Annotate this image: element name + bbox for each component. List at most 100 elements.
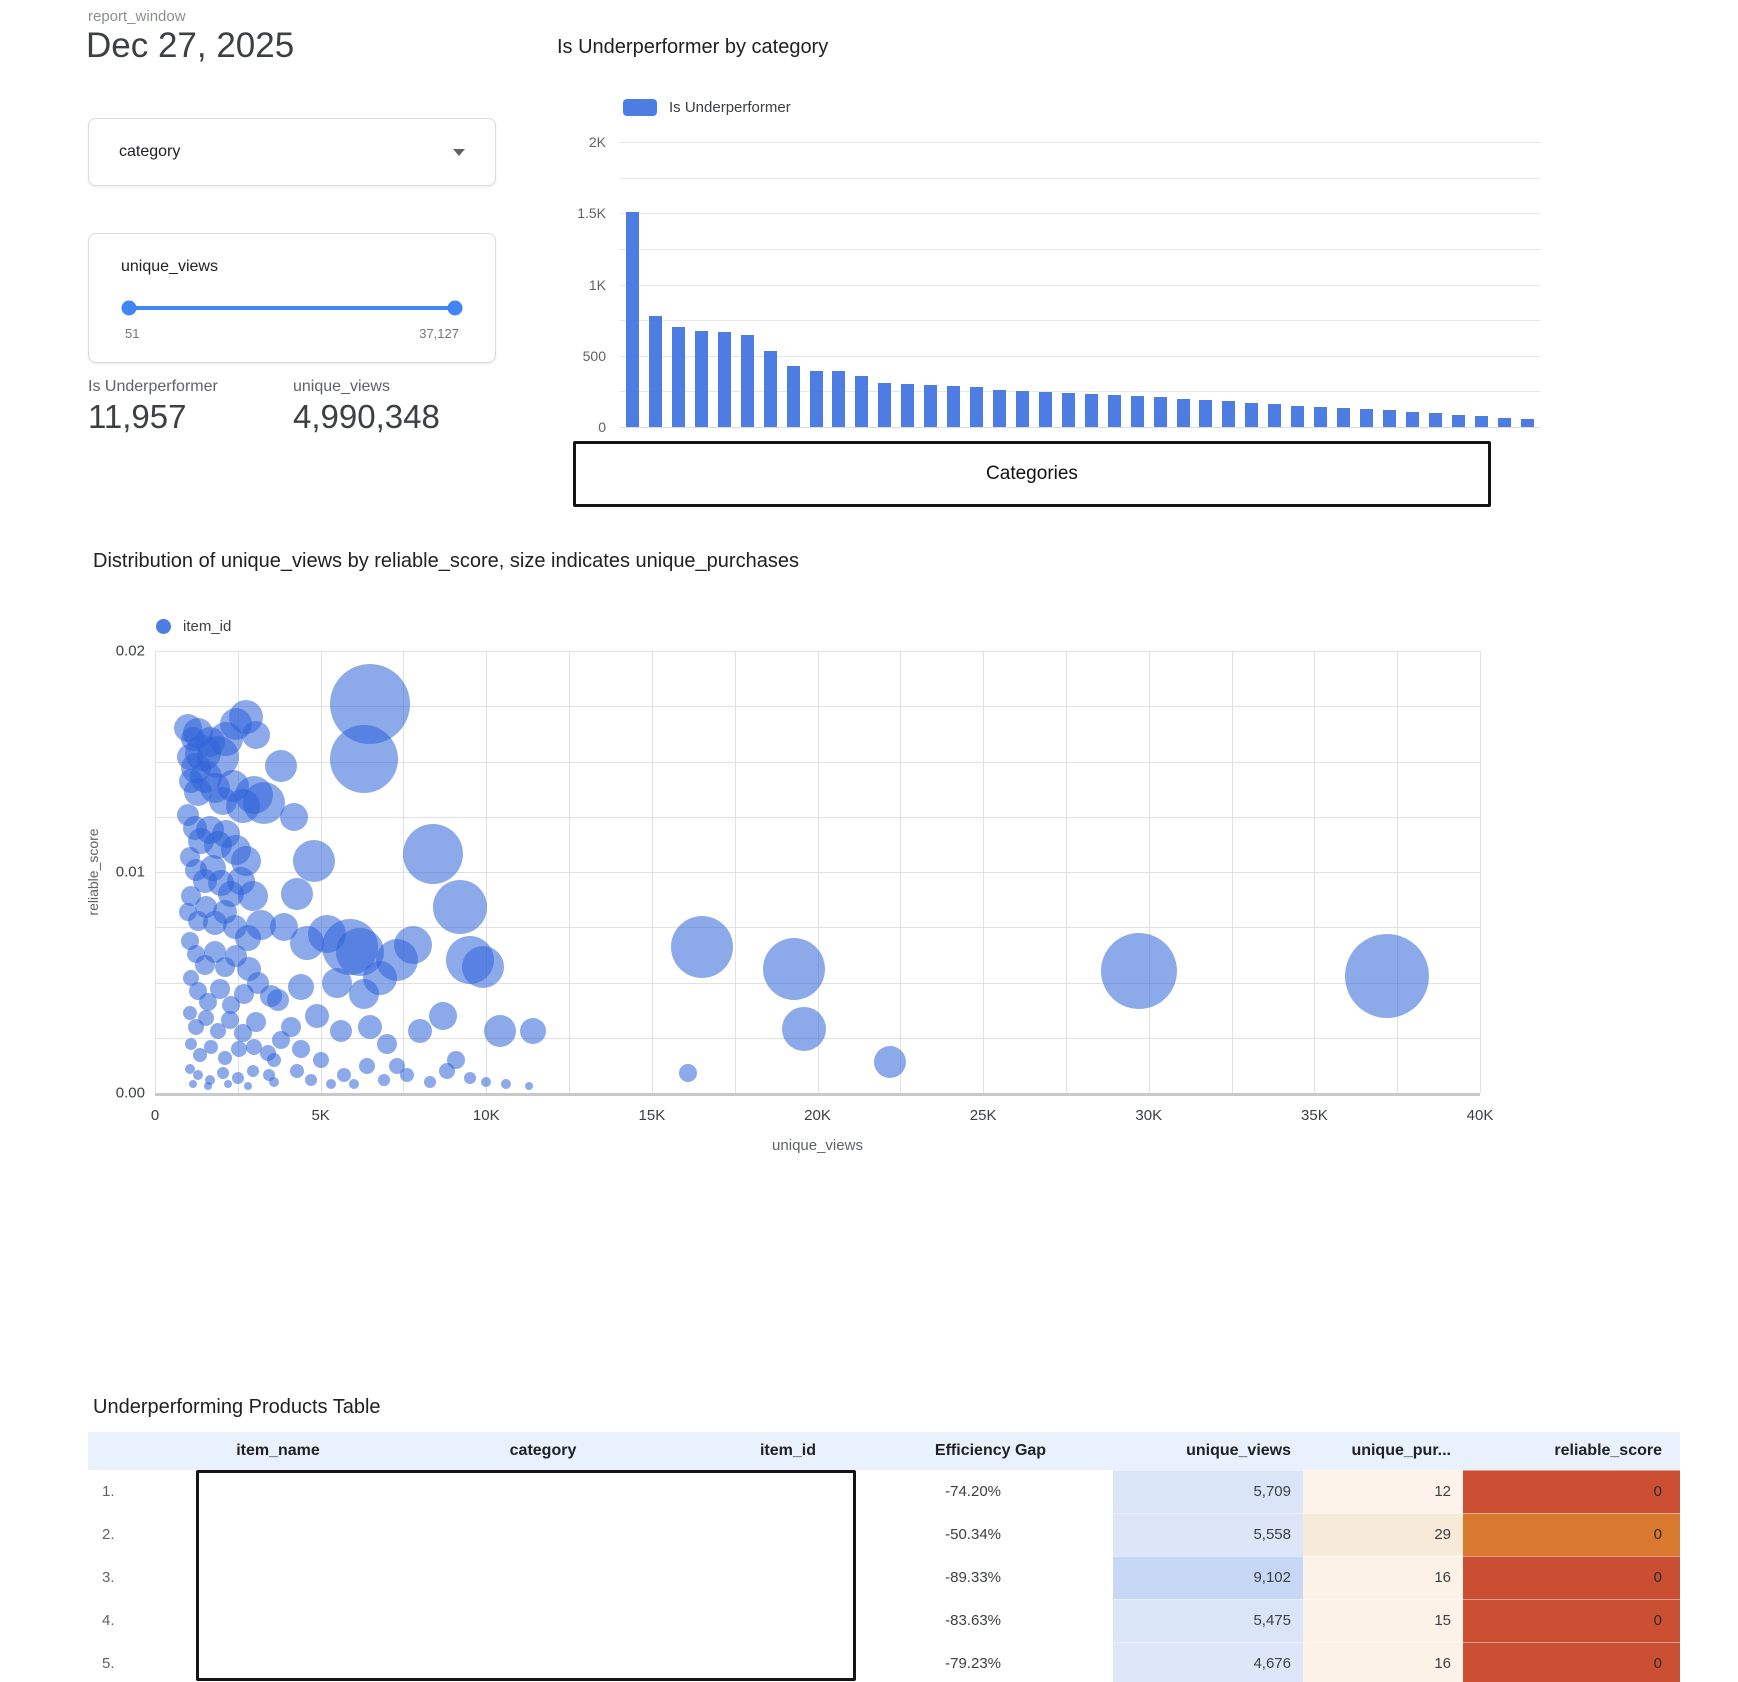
- scatter-bubble[interactable]: [394, 925, 433, 964]
- bar-23[interactable]: [1130, 395, 1144, 427]
- scatter-bubble[interactable]: [193, 1070, 204, 1081]
- scatter-bubble[interactable]: [204, 1039, 219, 1054]
- scatter-bubble[interactable]: [222, 995, 241, 1014]
- bar-35[interactable]: [1405, 411, 1419, 427]
- scatter-bubble[interactable]: [192, 1048, 207, 1063]
- bar-12[interactable]: [878, 382, 892, 427]
- scatter-bubble[interactable]: [329, 1020, 352, 1043]
- bar-7[interactable]: [763, 350, 777, 427]
- scatter-bubble[interactable]: [304, 1073, 317, 1086]
- bar-34[interactable]: [1382, 410, 1396, 427]
- slider-handle-min[interactable]: [121, 300, 137, 316]
- scatter-bubble[interactable]: [243, 1082, 252, 1091]
- bar-14[interactable]: [924, 384, 938, 427]
- bar-17[interactable]: [993, 389, 1006, 427]
- bar-20[interactable]: [1061, 392, 1075, 427]
- scatter-bubble[interactable]: [189, 1080, 198, 1089]
- scatter-bubble[interactable]: [293, 839, 335, 882]
- scatter-bubble[interactable]: [1100, 933, 1177, 1010]
- bar-40[interactable]: [1520, 418, 1534, 427]
- scatter-bubble[interactable]: [220, 1011, 239, 1030]
- bar-26[interactable]: [1199, 399, 1213, 427]
- scatter-bubble[interactable]: [199, 993, 217, 1012]
- scatter-bubble[interactable]: [782, 1006, 827, 1051]
- scatter-bubble[interactable]: [388, 1058, 405, 1075]
- bar-4[interactable]: [694, 330, 708, 427]
- bar-32[interactable]: [1337, 407, 1351, 427]
- scatter-bubble[interactable]: [185, 1038, 198, 1051]
- scatter-bubble[interactable]: [358, 1014, 383, 1039]
- scatter-bubble[interactable]: [233, 1024, 252, 1043]
- bar-11[interactable]: [855, 375, 869, 427]
- scatter-bubble[interactable]: [209, 979, 230, 1000]
- scatter-bubble[interactable]: [281, 878, 314, 911]
- scatter-bubble[interactable]: [198, 1009, 215, 1026]
- date-control-value[interactable]: Dec 27, 2025: [86, 26, 295, 65]
- bar-18[interactable]: [1015, 391, 1029, 427]
- table-header-efficiency-gap[interactable]: Efficiency Gap: [868, 1432, 1113, 1470]
- scatter-bubble[interactable]: [290, 1063, 305, 1078]
- scatter-bubble[interactable]: [1345, 933, 1430, 1018]
- scatter-bubble[interactable]: [481, 1076, 492, 1087]
- scatter-bubble[interactable]: [329, 725, 398, 794]
- bar-24[interactable]: [1153, 397, 1167, 427]
- table-header-category[interactable]: category: [378, 1432, 708, 1470]
- scatter-bubble[interactable]: [264, 749, 297, 782]
- scatter-bubble[interactable]: [246, 1038, 263, 1055]
- scatter-bubble[interactable]: [269, 1076, 280, 1087]
- scatter-bubble[interactable]: [305, 1003, 330, 1028]
- table-header-item-name[interactable]: item_name: [178, 1432, 378, 1470]
- bar-13[interactable]: [901, 384, 915, 427]
- scatter-bubble[interactable]: [231, 1040, 248, 1057]
- table-header-unique-purchases[interactable]: unique_pur...: [1303, 1432, 1463, 1470]
- bar-19[interactable]: [1038, 391, 1052, 427]
- scatter-bubble[interactable]: [423, 1075, 436, 1088]
- scatter-bubble[interactable]: [217, 1050, 232, 1065]
- scatter-bubble[interactable]: [376, 1034, 397, 1055]
- bar-9[interactable]: [809, 370, 823, 427]
- bar-16[interactable]: [970, 387, 984, 427]
- slider-track[interactable]: [121, 300, 463, 316]
- table-header-unique-views[interactable]: unique_views: [1113, 1432, 1303, 1470]
- scatter-bubble[interactable]: [679, 1064, 698, 1083]
- bar-10[interactable]: [832, 371, 846, 427]
- scatter-bubble[interactable]: [447, 1050, 466, 1069]
- scatter-bubble[interactable]: [271, 1030, 290, 1049]
- scatter-bubble[interactable]: [519, 1018, 546, 1045]
- scatter-bubble[interactable]: [336, 1068, 351, 1083]
- scatter-bubble[interactable]: [377, 1073, 390, 1086]
- scatter-bubble[interactable]: [204, 1074, 215, 1085]
- bar-22[interactable]: [1107, 394, 1121, 427]
- scatter-bubble[interactable]: [463, 1071, 476, 1084]
- scatter-bubble[interactable]: [242, 720, 271, 749]
- bar-5[interactable]: [717, 332, 731, 427]
- scatter-bubble[interactable]: [246, 910, 276, 941]
- scatter-bubble[interactable]: [223, 1080, 232, 1089]
- bar-31[interactable]: [1314, 406, 1328, 427]
- scatter-bubble[interactable]: [204, 1082, 212, 1091]
- scatter-bubble[interactable]: [429, 1001, 458, 1030]
- bar-3[interactable]: [671, 327, 685, 427]
- scatter-bubble[interactable]: [670, 916, 733, 979]
- scatter-bubble[interactable]: [403, 824, 464, 885]
- scatter-bubble[interactable]: [216, 1067, 229, 1080]
- scatter-bubble[interactable]: [231, 1071, 244, 1084]
- scatter-bubble[interactable]: [243, 782, 286, 825]
- bar-33[interactable]: [1360, 409, 1373, 427]
- scatter-bubble[interactable]: [237, 881, 268, 912]
- scatter-bubble[interactable]: [399, 1068, 414, 1083]
- bar-15[interactable]: [947, 385, 961, 427]
- scatter-bubble[interactable]: [312, 1051, 329, 1068]
- scatter-bubble[interactable]: [525, 1082, 534, 1091]
- slider-handle-max[interactable]: [447, 300, 463, 316]
- scatter-bubble[interactable]: [246, 1012, 267, 1033]
- scatter-bubble[interactable]: [432, 880, 487, 935]
- scatter-bubble[interactable]: [408, 1019, 432, 1044]
- bar-27[interactable]: [1222, 401, 1236, 427]
- scatter-bubble[interactable]: [287, 973, 314, 1000]
- scatter-bubble[interactable]: [325, 1079, 336, 1090]
- bar-38[interactable]: [1474, 416, 1488, 427]
- bar-36[interactable]: [1428, 413, 1442, 427]
- scatter-bubble[interactable]: [501, 1079, 512, 1090]
- scatter-bubble[interactable]: [184, 1063, 195, 1074]
